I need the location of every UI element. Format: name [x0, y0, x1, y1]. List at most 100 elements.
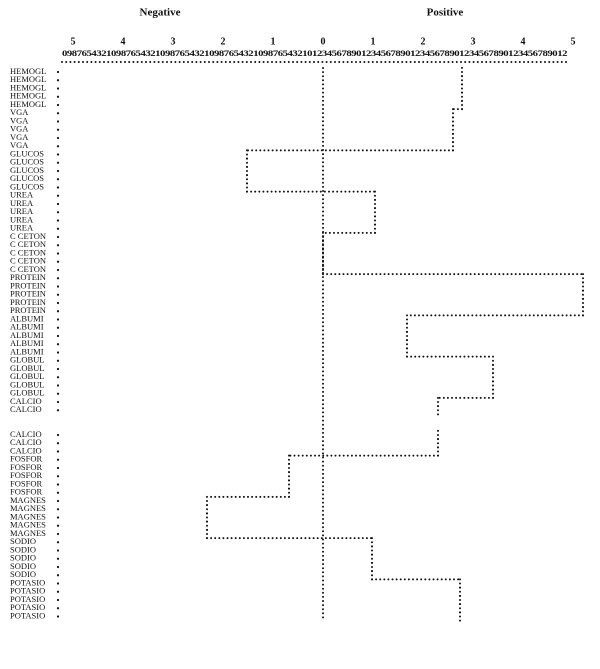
x-tick-label: 1: [371, 36, 376, 47]
row-dot: [56, 574, 60, 577]
x-tick-label: 2: [221, 36, 226, 47]
row-label: CALCIO: [10, 437, 42, 447]
row-label: CALCIO: [10, 445, 42, 455]
row-dot: [56, 194, 60, 197]
row-label: PROTEIN: [10, 305, 46, 315]
row-label: VGA: [10, 124, 29, 134]
row-label: CALCIO: [10, 404, 42, 414]
row-label: VGA: [10, 140, 29, 150]
row-label: MAGNES: [10, 503, 46, 513]
row-dot: [56, 252, 60, 255]
negative-header: Negative: [140, 7, 181, 19]
row-label: PROTEIN: [10, 297, 46, 307]
row-label: UREA: [10, 223, 34, 233]
row-dot: [56, 112, 60, 115]
row-label: VGA: [10, 107, 29, 117]
positive-header: Positive: [427, 7, 464, 19]
row-dot: [56, 120, 60, 123]
row-label: C CETON: [10, 264, 46, 274]
row-dot: [56, 227, 60, 230]
row-dot: [56, 211, 60, 214]
row-dot: [56, 400, 60, 404]
row-label: UREA: [10, 214, 34, 224]
row-label: PROTEIN: [10, 280, 46, 290]
row-dot: [56, 70, 60, 74]
row-dot: [56, 260, 60, 263]
row-label: HEMOGL: [10, 82, 46, 92]
row-label: FOSFOR: [10, 487, 42, 497]
row-dot: [56, 178, 60, 181]
row-dot: [56, 318, 60, 321]
row-dot: [56, 359, 60, 362]
row-label: HEMOGL: [10, 66, 46, 76]
row-label: GLOBUL: [10, 379, 44, 389]
row-dot: [56, 285, 60, 288]
row-dot: [56, 516, 60, 519]
row-label: MAGNES: [10, 495, 46, 505]
row-label: ALBUMI: [10, 346, 44, 356]
row-label: GLUCOS: [10, 157, 44, 167]
row-label: GLOBUL: [10, 363, 44, 373]
row-label: GLUCOS: [10, 165, 44, 175]
row-label: SODIO: [10, 544, 36, 554]
row-dot: [56, 508, 60, 511]
row-dot: [56, 95, 60, 98]
row-dot: [56, 524, 60, 527]
row-dot: [56, 392, 60, 395]
row-dot: [56, 409, 60, 412]
row-dot: [56, 598, 60, 602]
row-label: MAGNES: [10, 528, 46, 538]
row-dot: [56, 145, 60, 148]
row-label: SODIO: [10, 536, 36, 546]
row-dot: [56, 442, 60, 445]
row-label: ALBUMI: [10, 322, 44, 332]
row-label: CALCIO: [10, 396, 42, 406]
row-label: HEMOGL: [10, 91, 46, 101]
row-dot: [56, 433, 60, 437]
row-label: ALBUMI: [10, 338, 44, 348]
row-label: UREA: [10, 198, 34, 208]
row-label: MAGNES: [10, 511, 46, 521]
row-label: GLOBUL: [10, 371, 44, 381]
row-label: UREA: [10, 206, 34, 216]
row-label: GLUCOS: [10, 173, 44, 183]
row-label: POTASIO: [10, 577, 45, 587]
row-dot: [56, 202, 60, 206]
row-dot: [56, 268, 60, 272]
row-dot: [56, 541, 60, 544]
x-tick-label: 2: [421, 36, 426, 47]
row-label: SODIO: [10, 569, 36, 579]
row-label: MAGNES: [10, 520, 46, 530]
row-dot: [56, 136, 60, 140]
row-dot: [56, 219, 60, 222]
row-dot: [56, 103, 60, 107]
row-dot: [56, 277, 60, 280]
x-tick-label: 3: [171, 36, 176, 47]
row-label: GLOBUL: [10, 355, 44, 365]
row-dot: [56, 483, 60, 486]
row-dot: [56, 334, 60, 338]
row-dot: [56, 153, 60, 156]
row-dot: [56, 301, 60, 305]
row-dot: [56, 384, 60, 387]
row-label: PROTEIN: [10, 272, 46, 282]
row-label: GLUCOS: [10, 181, 44, 191]
row-dot: [56, 351, 60, 354]
row-dot: [56, 326, 60, 329]
row-dot: [56, 367, 60, 371]
row-dot: [56, 615, 60, 618]
row-dot: [56, 475, 60, 478]
row-label: GLUCOS: [10, 148, 44, 158]
digit-scale: 0987654321098765432109876543210987654321…: [62, 49, 567, 58]
row-dot: [56, 458, 60, 461]
row-dot: [56, 466, 60, 470]
row-label: VGA: [10, 115, 29, 125]
row-dot: [56, 186, 60, 189]
row-label: POTASIO: [10, 586, 45, 596]
row-dot: [56, 532, 60, 536]
row-dot: [56, 161, 60, 164]
row-label: SODIO: [10, 553, 36, 563]
row-label: ALBUMI: [10, 330, 44, 340]
row-dot: [56, 499, 60, 503]
